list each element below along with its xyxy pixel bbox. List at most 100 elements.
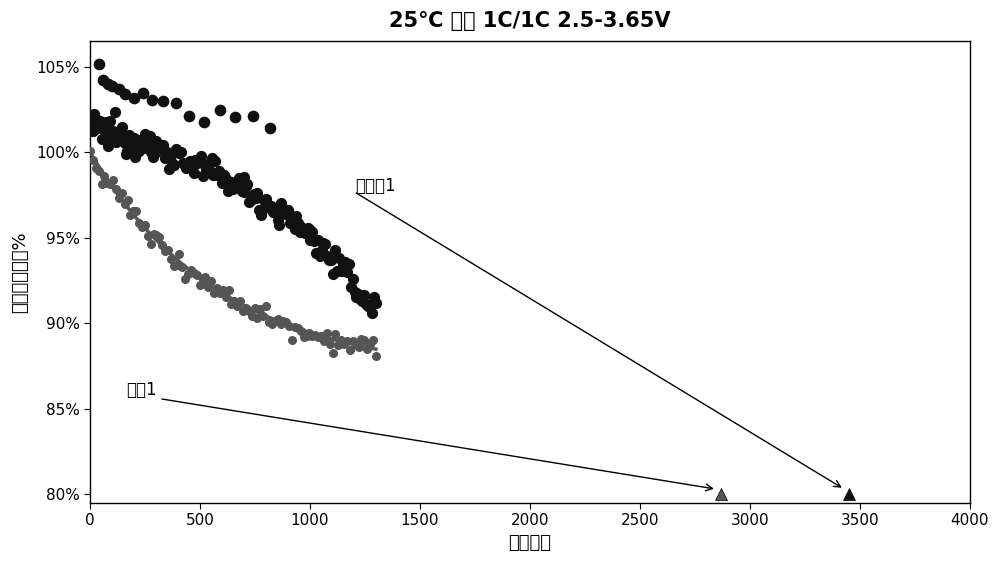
Point — [177, 275, 193, 284]
Point — [171, 149, 187, 158]
Point — [273, 199, 289, 208]
Point — [181, 112, 197, 121]
Point — [337, 257, 353, 266]
Point — [258, 301, 274, 310]
Point — [151, 233, 167, 242]
Point — [144, 95, 160, 104]
Point — [299, 332, 315, 341]
Point — [155, 96, 171, 105]
Point — [128, 207, 144, 216]
Point — [180, 270, 196, 279]
Point — [95, 124, 111, 133]
Point — [319, 329, 335, 338]
Point — [220, 187, 236, 196]
Point — [184, 159, 200, 168]
Point — [202, 167, 218, 176]
Point — [258, 194, 274, 203]
Point — [290, 324, 306, 333]
Point — [117, 200, 133, 209]
Point — [261, 202, 277, 211]
Point — [175, 159, 191, 168]
Point — [140, 231, 156, 240]
Point — [92, 117, 108, 126]
Point — [223, 178, 239, 187]
Point — [153, 141, 169, 150]
Point — [187, 155, 203, 164]
Point — [159, 148, 175, 157]
Point — [99, 179, 115, 188]
Point — [136, 136, 152, 145]
Point — [163, 254, 179, 263]
Point — [200, 160, 216, 169]
Point — [178, 163, 194, 172]
Point — [97, 125, 113, 134]
Point — [146, 230, 162, 239]
Point — [134, 222, 150, 231]
Point — [322, 340, 338, 349]
Point — [282, 218, 298, 227]
Point — [287, 322, 303, 331]
Point — [339, 337, 355, 346]
Point — [171, 250, 187, 259]
Point — [308, 248, 324, 257]
Point — [343, 282, 359, 291]
Point — [104, 133, 120, 142]
Point — [96, 172, 112, 181]
Point — [109, 135, 125, 144]
Point — [120, 140, 136, 149]
Point — [168, 99, 184, 108]
Point — [122, 143, 138, 152]
Point — [249, 313, 265, 322]
Point — [164, 158, 180, 167]
Point — [304, 332, 320, 341]
Point — [277, 209, 293, 218]
Point — [94, 180, 110, 189]
Point — [211, 167, 227, 176]
Point — [91, 119, 107, 128]
Point — [227, 112, 243, 121]
Point — [142, 132, 158, 141]
Point — [107, 108, 123, 117]
Point — [341, 260, 357, 269]
Point — [353, 335, 369, 344]
Point — [302, 235, 318, 244]
Point — [111, 84, 127, 93]
Point — [137, 130, 153, 139]
Point — [131, 146, 147, 155]
Point — [189, 159, 205, 168]
Point — [247, 304, 263, 313]
Point — [177, 160, 193, 169]
Point — [162, 154, 178, 163]
Point — [166, 160, 182, 169]
Point — [255, 311, 271, 320]
Point — [209, 283, 225, 292]
Point — [135, 88, 151, 97]
Point — [104, 81, 120, 90]
Point — [270, 314, 286, 323]
Point — [120, 195, 136, 204]
Point — [89, 123, 105, 132]
Point — [94, 135, 110, 144]
Point — [281, 322, 297, 331]
Point — [169, 148, 185, 157]
Point — [336, 340, 352, 349]
Point — [124, 142, 140, 151]
Point — [209, 171, 225, 180]
Point — [321, 255, 337, 264]
Point — [102, 180, 118, 189]
Point — [365, 335, 381, 344]
Point — [127, 152, 143, 161]
Point — [205, 170, 221, 179]
Point — [293, 327, 309, 336]
Point — [313, 331, 329, 340]
Point — [168, 145, 184, 154]
Point — [132, 136, 148, 145]
Point — [273, 320, 289, 329]
Point — [227, 183, 243, 192]
Point — [275, 204, 291, 213]
Point — [310, 236, 326, 245]
Point — [271, 221, 287, 230]
Point — [90, 123, 106, 132]
Point — [98, 118, 114, 127]
Point — [103, 132, 119, 141]
